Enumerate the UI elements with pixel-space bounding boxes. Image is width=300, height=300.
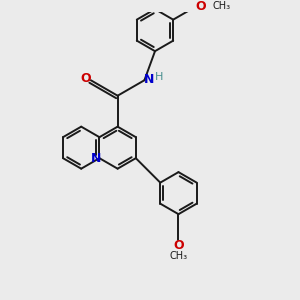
Text: O: O	[173, 239, 184, 252]
Text: O: O	[81, 72, 92, 85]
Text: N: N	[90, 152, 101, 165]
Text: H: H	[154, 72, 163, 82]
Text: N: N	[144, 73, 154, 86]
Text: CH₃: CH₃	[169, 251, 188, 261]
Text: CH₃: CH₃	[212, 1, 231, 11]
Text: O: O	[196, 0, 206, 14]
